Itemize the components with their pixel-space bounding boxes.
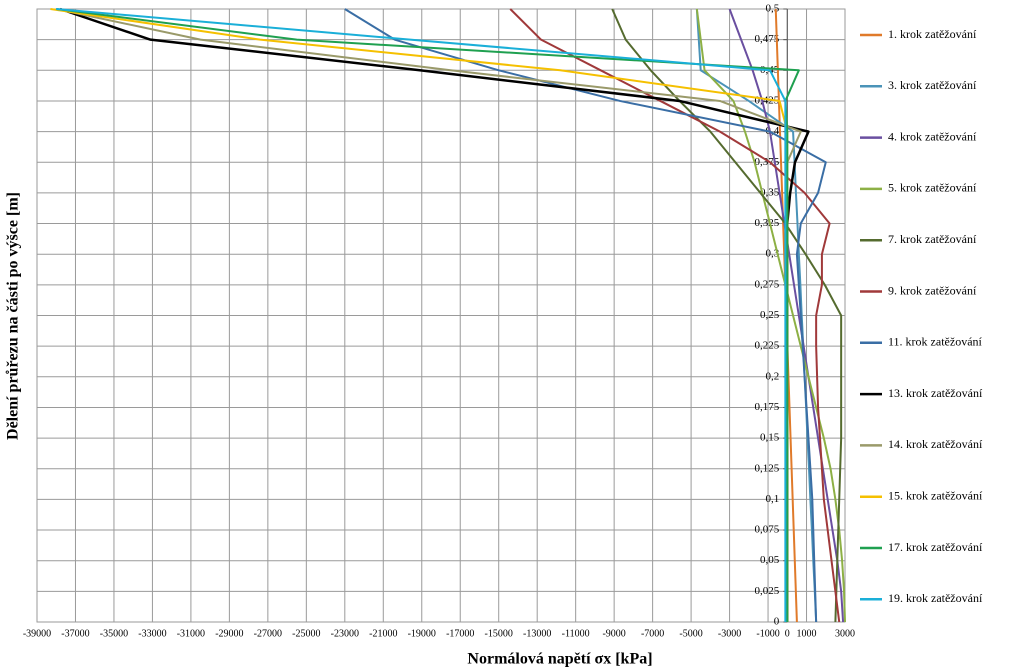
x-tick-label: 3000 (835, 628, 855, 639)
legend-label: 13. krok zatěžování (888, 386, 983, 400)
y-tick-label: 0,275 (755, 278, 780, 290)
series-line (509, 8, 841, 623)
x-tick-label: -21000 (369, 628, 397, 639)
y-tick-label: 0,325 (755, 217, 780, 229)
x-tick-label: -9000 (602, 628, 625, 639)
x-tick-label: -15000 (485, 628, 513, 639)
legend-label: 9. krok zatěžování (888, 283, 977, 297)
legend-label: 7. krok zatěžování (888, 232, 977, 246)
x-tick-label: -35000 (100, 628, 128, 639)
x-tick-label: -19000 (408, 628, 436, 639)
x-tick-label: -25000 (292, 628, 320, 639)
series-line (611, 8, 843, 623)
legend-label: 17. krok zatěžování (888, 540, 983, 554)
y-tick-label: 0,15 (760, 432, 780, 444)
y-axis-title: Dělení průřezu na části po výšce [m] (5, 192, 22, 440)
legend-label: 11. krok zatěžování (888, 335, 983, 349)
y-tick-label: 0,25 (760, 309, 780, 321)
x-axis-title: Normálová napětí σx [kPa] (467, 651, 652, 668)
y-tick-label: 0,05 (760, 554, 780, 566)
x-tick-label: -39000 (23, 628, 51, 639)
x-tick-label: -29000 (215, 628, 243, 639)
y-tick-label: 0,35 (760, 186, 780, 198)
x-tick-label: -5000 (679, 628, 702, 639)
series-line (728, 8, 845, 623)
x-tick-label: -7000 (641, 628, 664, 639)
series-line (56, 8, 787, 622)
legend-label: 15. krok zatěžování (888, 488, 983, 502)
y-tick-label: 0,475 (755, 33, 780, 45)
x-tick-label: 0 (785, 628, 790, 639)
y-tick-label: 0,075 (755, 524, 780, 536)
x-tick-label: -37000 (61, 628, 89, 639)
y-tick-label: 0,025 (755, 585, 780, 597)
x-tick-label: -31000 (177, 628, 205, 639)
x-tick-label: -17000 (446, 628, 474, 639)
x-tick-label: -33000 (138, 628, 166, 639)
x-tick-label: -11000 (562, 628, 590, 639)
legend-label: 3. krok zatěžování (888, 78, 977, 92)
y-tick-label: 0,5 (766, 3, 780, 15)
y-tick-label: 0,225 (755, 340, 780, 352)
x-tick-label: 1000 (797, 628, 817, 639)
x-tick-label: -23000 (331, 628, 359, 639)
y-tick-label: 0,1 (766, 493, 780, 505)
x-tick-label: -3000 (718, 628, 741, 639)
x-tick-label: -1000 (756, 628, 779, 639)
y-tick-label: 0 (774, 616, 780, 628)
y-tick-label: 0,2 (766, 370, 780, 382)
legend-label: 14. krok zatěžování (888, 437, 983, 451)
y-tick-label: 0,125 (755, 462, 780, 474)
legend-label: 4. krok zatěžování (888, 129, 977, 143)
legend-label: 5. krok zatěžování (888, 181, 977, 195)
x-tick-label: -27000 (254, 628, 282, 639)
y-tick-label: 0,175 (755, 401, 780, 413)
legend-label: 1. krok zatěžování (888, 27, 977, 41)
legend-label: 19. krok zatěžování (888, 591, 983, 605)
x-tick-label: -13000 (523, 628, 551, 639)
series-line (344, 8, 827, 623)
